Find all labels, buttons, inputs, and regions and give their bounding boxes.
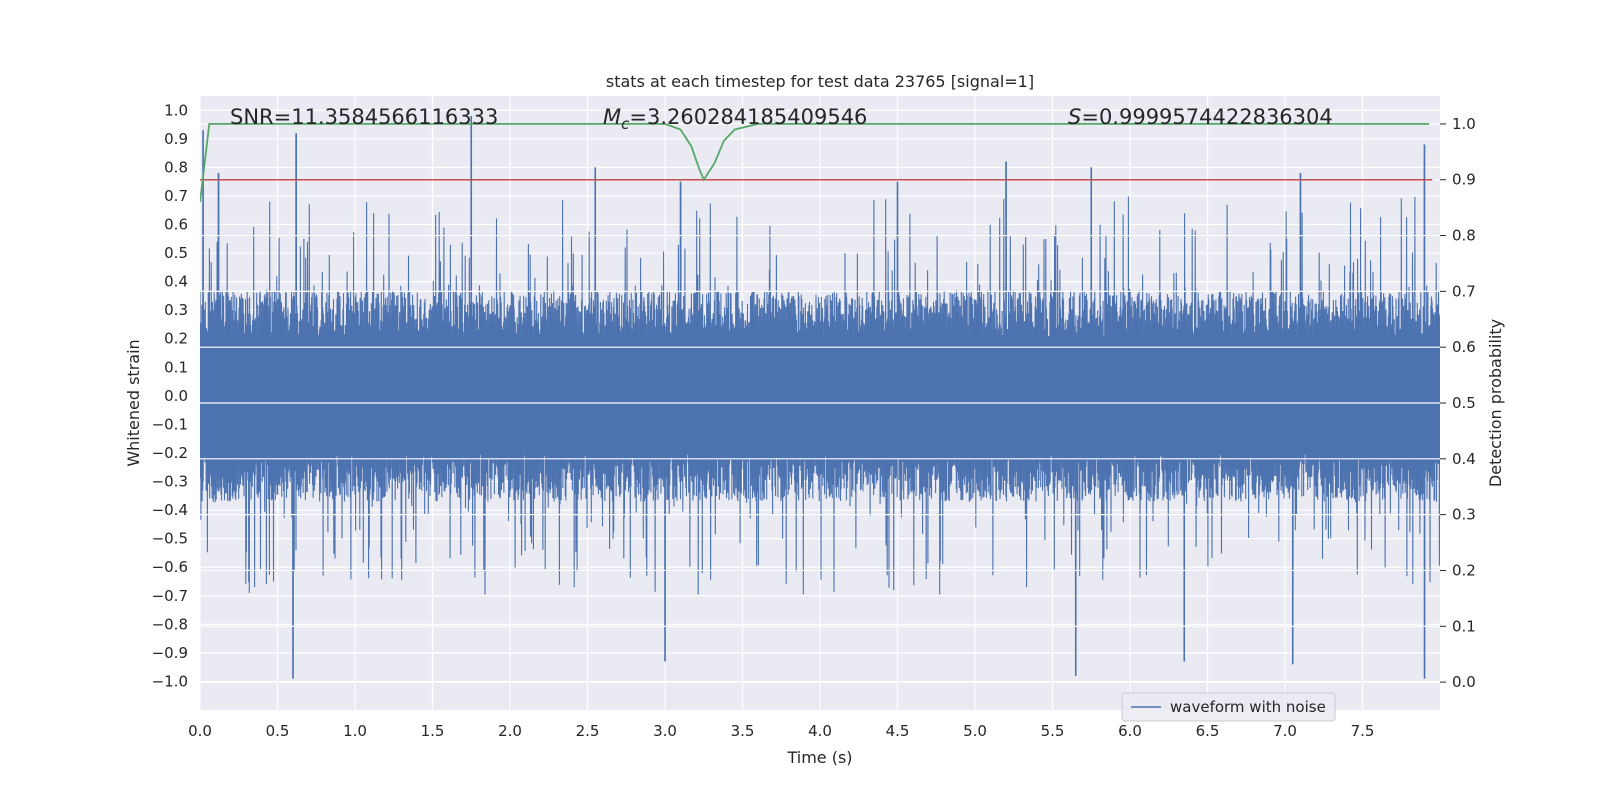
y2-tick-label: 0.9 <box>1452 171 1476 189</box>
y-tick-label: −0.6 <box>152 558 188 576</box>
y2-tick-label: 0.5 <box>1452 394 1476 412</box>
x-tick-label: 6.5 <box>1196 722 1220 740</box>
probability-layer <box>200 123 1433 203</box>
y-tick-label: 0.4 <box>164 273 188 291</box>
x-tick-label: 3.0 <box>653 722 677 740</box>
score-symbol: S <box>1068 105 1081 129</box>
y-tick-label: −0.9 <box>152 644 188 662</box>
x-tick-label: 2.0 <box>498 722 522 740</box>
legend-label-waveform: waveform with noise <box>1170 698 1326 716</box>
x-tick-label: 0.0 <box>188 722 212 740</box>
y2-tick-label: 0.2 <box>1452 561 1476 579</box>
score-value: =0.9999574422836304 <box>1081 105 1332 129</box>
y-tick-label: −0.7 <box>152 587 188 605</box>
x-axis-label: Time (s) <box>786 748 852 767</box>
y-tick-label: −1.0 <box>152 672 188 690</box>
chirp-mass-value: =3.260284185409546 <box>629 105 867 129</box>
detection-probability-series-line <box>200 123 1430 203</box>
y2-tick-label: 0.6 <box>1452 338 1476 356</box>
y-tick-label: −0.3 <box>152 473 188 491</box>
snr-annotation: SNR=11.3584566116333 <box>230 105 498 129</box>
y-tick-label: 1.0 <box>164 101 188 119</box>
y-tick-label: 0.3 <box>164 301 188 319</box>
y-axis-ticks: 1.0 0.9 0.8 0.7 0.6 0.5 0.4 0.3 0.2 0.1 0.0 −0.1 −0.… <box>152 101 188 690</box>
y2-tick-label: 0.7 <box>1452 282 1476 300</box>
y2-tick-label: 0.1 <box>1452 617 1476 635</box>
x-tick-label: 0.5 <box>266 722 290 740</box>
x-tick-label: 5.0 <box>963 722 987 740</box>
y-tick-label: −0.4 <box>152 501 188 519</box>
y-tick-label: −0.2 <box>152 444 188 462</box>
y2-tick-label: 1.0 <box>1452 115 1476 133</box>
x-tick-label: 4.5 <box>886 722 910 740</box>
y2-tick-label: 0.0 <box>1452 673 1476 691</box>
x-tick-label: 1.5 <box>421 722 445 740</box>
chirp-mass-annotation: Mc=3.260284185409546 <box>603 105 867 133</box>
y2-axis-label: Detection probability <box>1486 319 1505 487</box>
y-tick-label: 0.6 <box>164 216 188 234</box>
y2-axis-ticks: 1.0 0.9 0.8 0.7 0.6 0.5 0.4 0.3 0.2 0.1 0.0 <box>1440 115 1476 691</box>
x-axis-ticks: 0.0 0.5 1.0 1.5 2.0 2.5 3.0 3.5 4.0 4.5 5.0 5.5 6.0 6… <box>188 722 1374 740</box>
y-tick-label: 0.7 <box>164 187 188 205</box>
y-tick-label: 0.5 <box>164 244 188 262</box>
x-tick-label: 4.0 <box>808 722 832 740</box>
x-tick-label: 1.0 <box>343 722 367 740</box>
y-tick-label: −0.5 <box>152 530 188 548</box>
score-annotation: S=0.9999574422836304 <box>1068 105 1333 129</box>
x-tick-label: 6.0 <box>1118 722 1142 740</box>
x-tick-label: 3.5 <box>731 722 755 740</box>
y-tick-label: 0.0 <box>164 387 188 405</box>
y-tick-label: −0.1 <box>152 415 188 433</box>
y2-tick-label: 0.8 <box>1452 227 1476 245</box>
legend-box <box>1121 692 1336 722</box>
chirp-mass-subscript: c <box>621 115 630 133</box>
x-tick-label: 2.5 <box>576 722 600 740</box>
x-tick-label: 7.5 <box>1351 722 1375 740</box>
y-tick-label: 0.1 <box>164 358 188 376</box>
y-axis-label: Whitened strain <box>124 339 143 466</box>
legend: waveform with noise <box>1121 692 1336 722</box>
x-tick-label: 5.5 <box>1041 722 1065 740</box>
y2-tick-label: 0.3 <box>1452 506 1476 524</box>
x-tick-label: 7.0 <box>1273 722 1297 740</box>
y-tick-label: −0.8 <box>152 615 188 633</box>
y-tick-label: 0.2 <box>164 330 188 348</box>
y-tick-label: 0.8 <box>164 158 188 176</box>
waveform-series-line <box>200 115 1440 679</box>
chirp-mass-symbol: M <box>603 105 621 129</box>
y-tick-label: 0.9 <box>164 130 188 148</box>
chart-title: stats at each timestep for test data 237… <box>606 72 1034 91</box>
y2-tick-label: 0.4 <box>1452 450 1476 468</box>
